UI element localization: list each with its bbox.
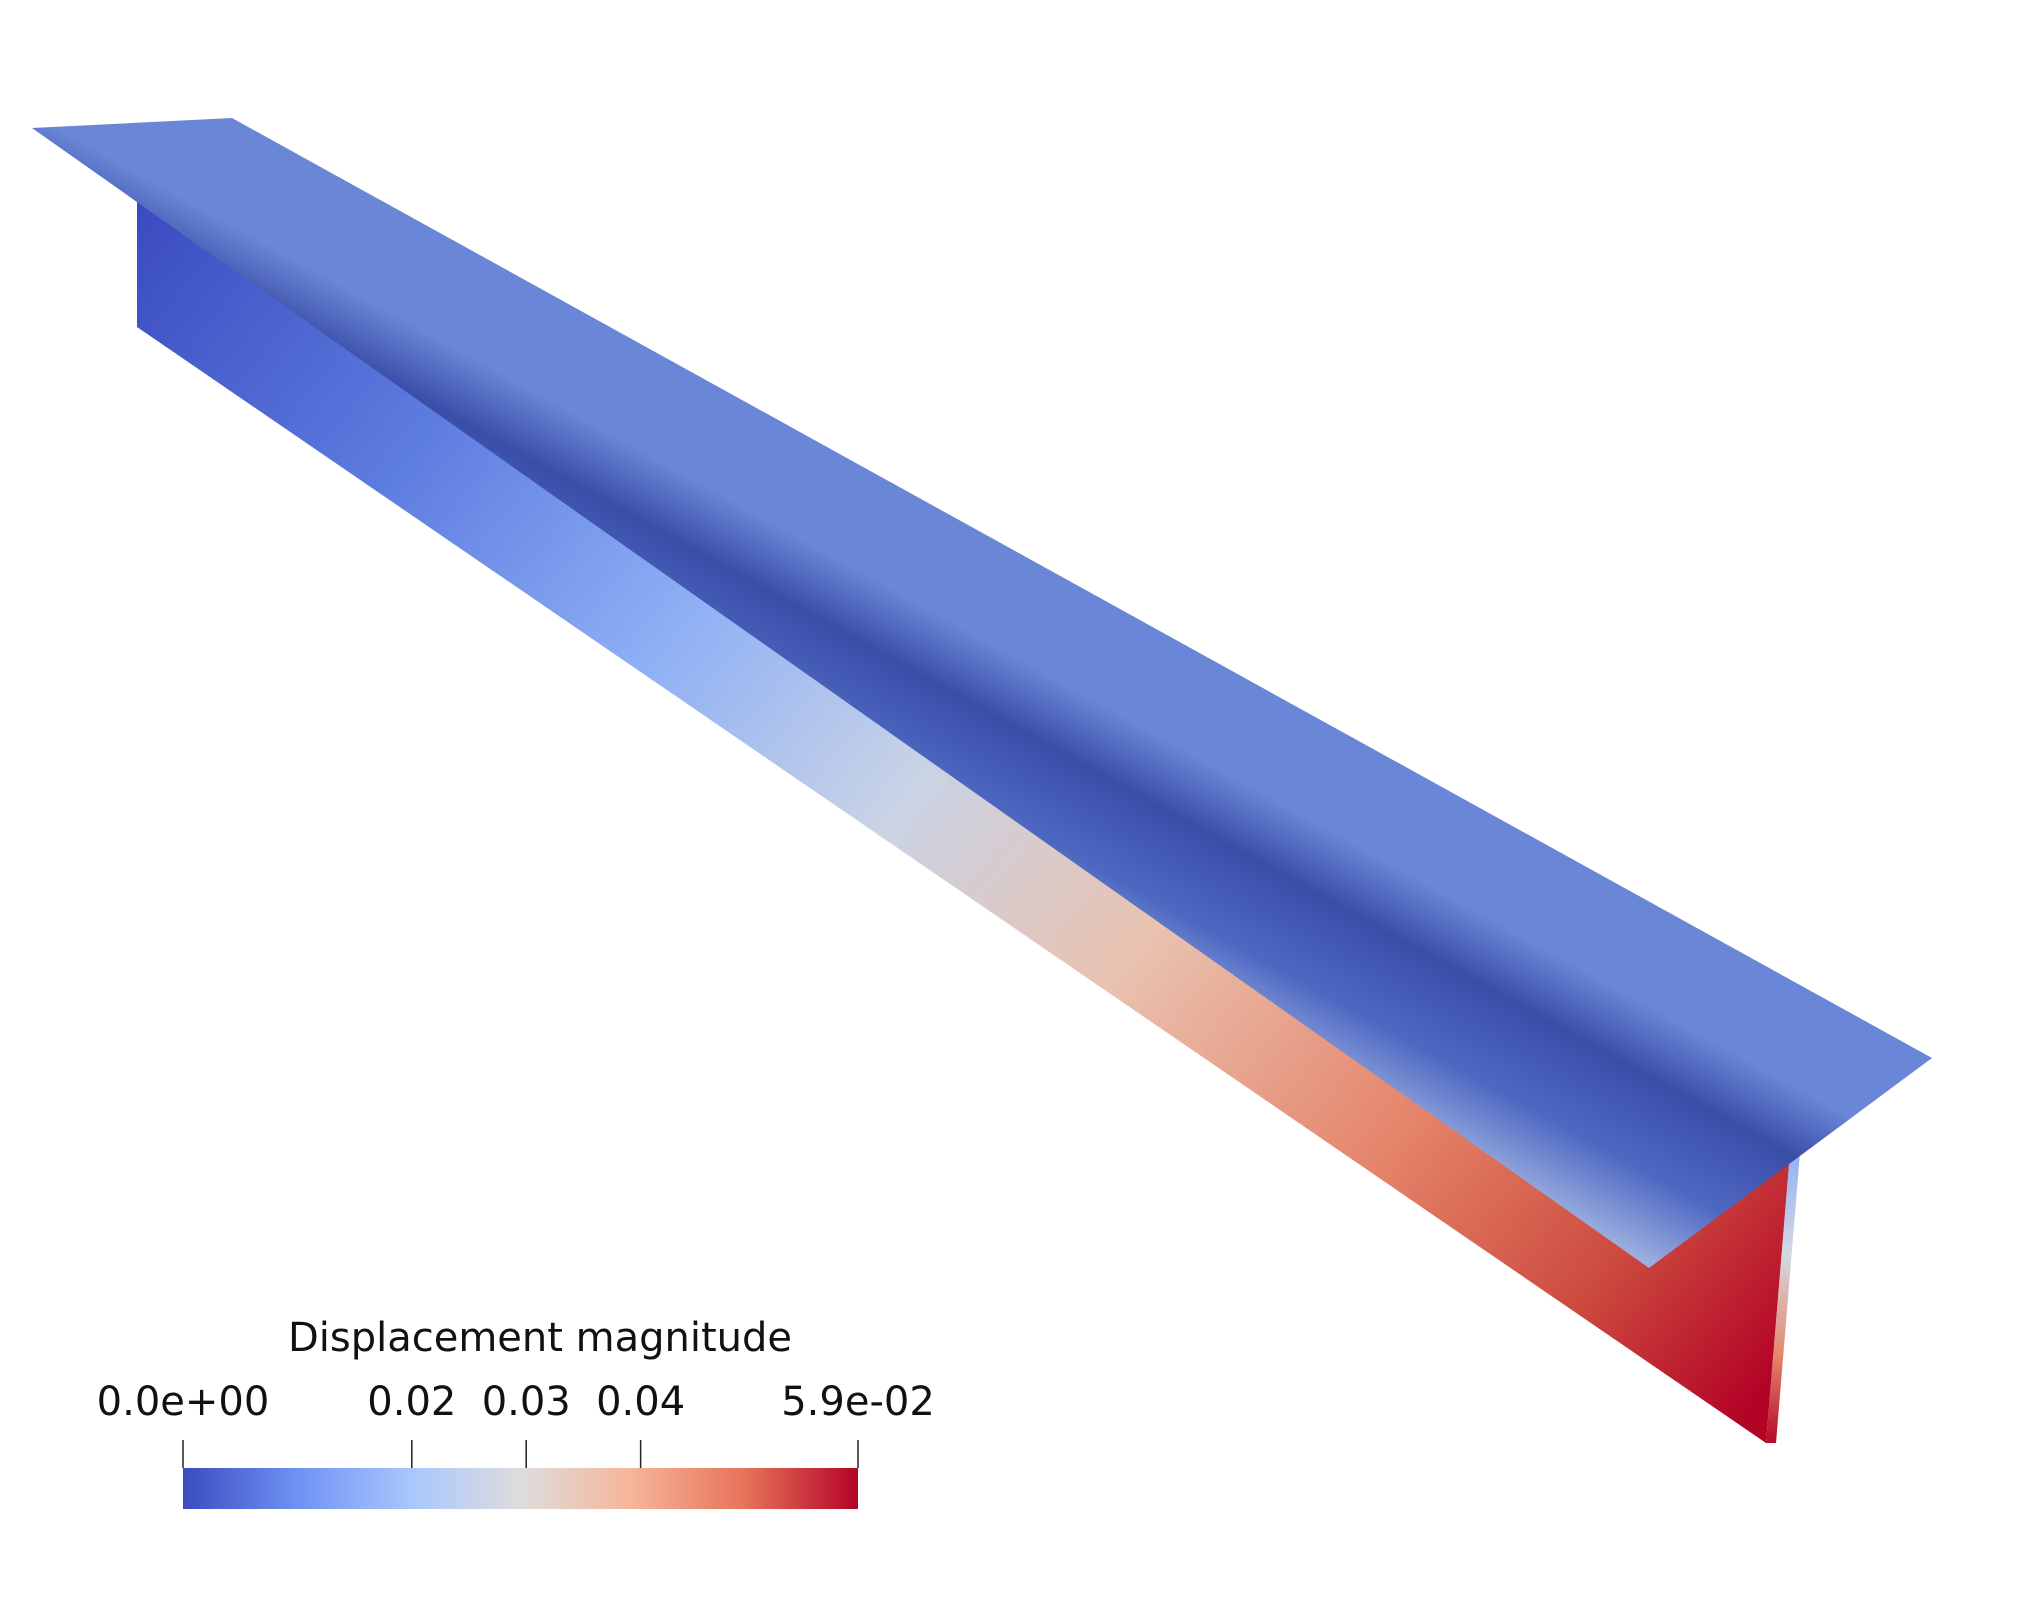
colorbar-tick-label: 0.02: [367, 1379, 457, 1425]
web-front-face: [137, 197, 1790, 1443]
flange-top-surface: [32, 118, 1932, 1268]
colorbar-tick-label: 0.04: [596, 1379, 686, 1425]
colorbar-tick-label: 0.03: [481, 1379, 571, 1425]
colorbar-tick-label: 0.0e+00: [96, 1379, 270, 1425]
web-end-face: [1766, 1153, 1800, 1443]
colorbar-tick-label: 5.9e-02: [781, 1379, 935, 1425]
legend-title: Displacement magnitude: [287, 1315, 793, 1361]
colorbar-ticks: [182, 1440, 859, 1468]
colorbar: [183, 1468, 858, 1509]
